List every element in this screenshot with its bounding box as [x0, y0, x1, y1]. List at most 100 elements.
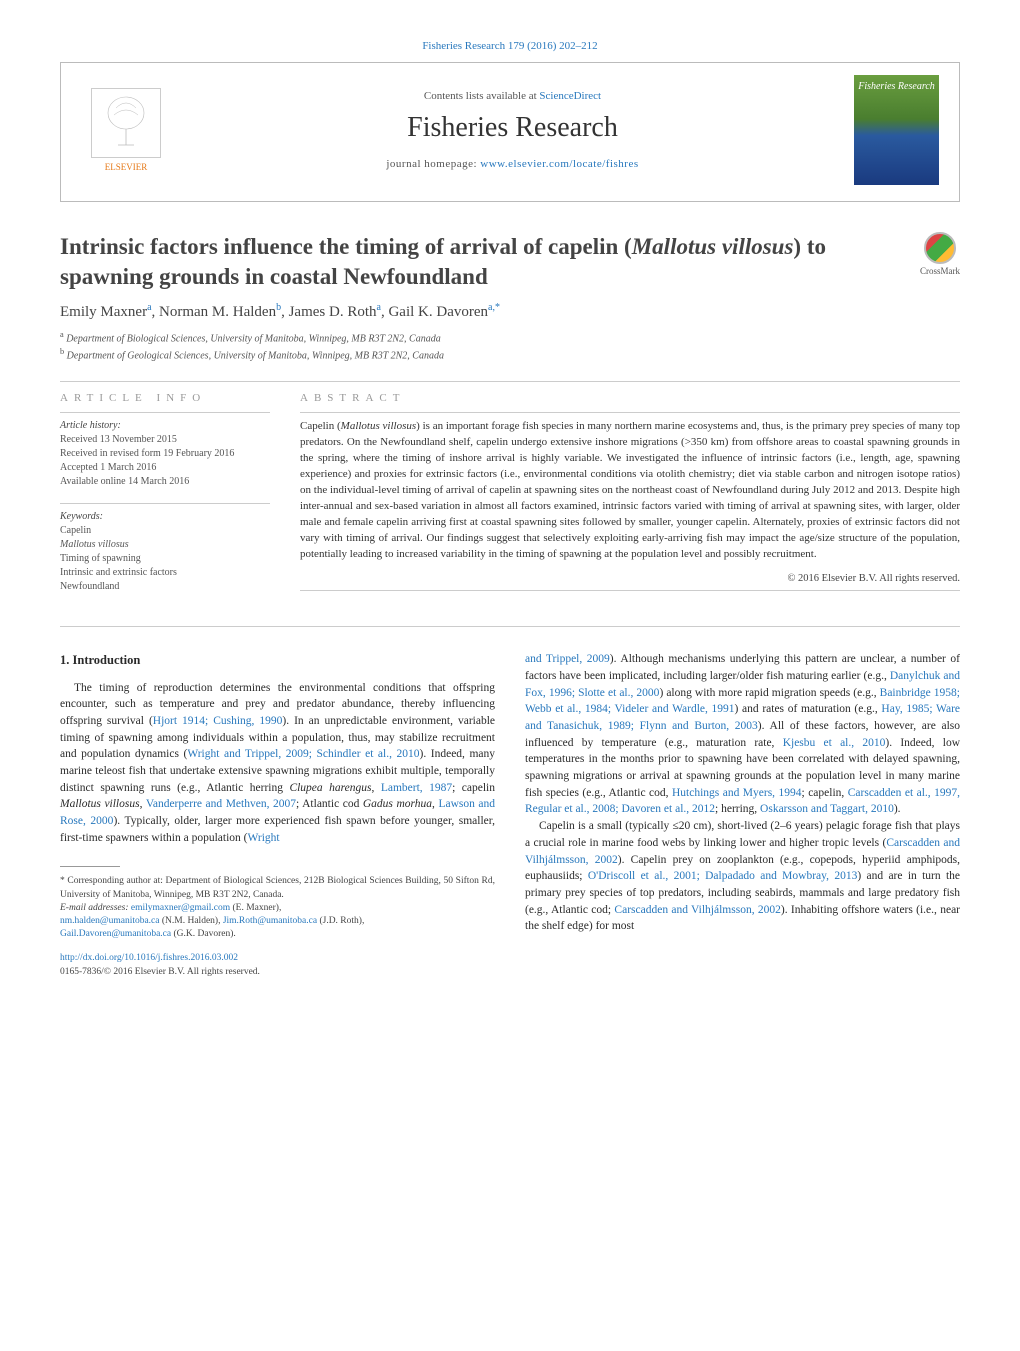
ref-link-hjort[interactable]: Hjort 1914; Cushing, 1990: [153, 715, 283, 727]
crossmark-label: CrossMark: [920, 266, 960, 276]
abstract-column: ABSTRACT Capelin (Mallotus villosus) is …: [300, 392, 960, 608]
keyword-4: Newfoundland: [60, 580, 270, 594]
intro-para-1-cont: and Trippel, 2009). Although mechanisms …: [525, 651, 960, 818]
c2-t8: ).: [894, 803, 901, 815]
keyword-1: Mallotus villosus: [60, 538, 270, 552]
section-1-heading: 1. Introduction: [60, 651, 495, 669]
journal-cover-image: Fisheries Research: [854, 75, 939, 185]
s1-i1: Clupea harengus: [289, 782, 371, 794]
body-column-right: and Trippel, 2009). Although mechanisms …: [525, 651, 960, 979]
ref-link-hutchings[interactable]: Hutchings and Myers, 1994: [672, 787, 802, 799]
author-4[interactable]: Gail K. Davorena,*: [388, 304, 500, 320]
homepage-pre: journal homepage:: [386, 158, 480, 170]
s1-t5: ; capelin: [452, 782, 495, 794]
keyword-3: Intrinsic and extrinsic factors: [60, 566, 270, 580]
title-pre: Intrinsic factors influence the timing o…: [60, 234, 632, 259]
c2-t3: ) and rates of maturation (e.g.,: [735, 703, 882, 715]
author-2[interactable]: Norman M. Haldenb: [159, 304, 281, 320]
keyword-2: Timing of spawning: [60, 552, 270, 566]
history-1: Received in revised form 19 February 201…: [60, 447, 270, 461]
article-info-column: ARTICLE INFO Article history: Received 1…: [60, 392, 270, 608]
title-species: Mallotus villosus: [632, 234, 794, 259]
abstract-heading: ABSTRACT: [300, 392, 960, 404]
email-head: E-mail addresses:: [60, 903, 131, 913]
ref-link-carscadden3[interactable]: Carscadden and Vilhjálmsson, 2002: [614, 904, 780, 916]
email-2[interactable]: nm.halden@umanitoba.ca: [60, 916, 160, 926]
aff-a-sup: a: [60, 330, 64, 339]
elsevier-tree-icon: [91, 88, 161, 158]
email-3[interactable]: Jim.Roth@umanitoba.ca: [223, 916, 317, 926]
affiliation-b: b Department of Geological Sciences, Uni…: [60, 346, 960, 363]
author-1[interactable]: Emily Maxnera: [60, 304, 152, 320]
c2-t7: ; herring,: [715, 803, 760, 815]
doi-block: http://dx.doi.org/10.1016/j.fishres.2016…: [60, 952, 495, 980]
author-3[interactable]: James D. Rotha: [289, 304, 381, 320]
ref-link-vanderperre[interactable]: Vanderperre and Methven, 2007: [146, 798, 296, 810]
s1-i2: Mallotus villosus: [60, 798, 140, 810]
s1-i3: Gadus morhua: [363, 798, 432, 810]
affiliations: a Department of Biological Sciences, Uni…: [60, 329, 960, 364]
info-divider: [60, 412, 270, 413]
ref-link-wright[interactable]: Wright and Trippel, 2009; Schindler et a…: [187, 748, 419, 760]
author-3-name: James D. Roth: [289, 304, 377, 320]
journal-title: Fisheries Research: [171, 112, 854, 144]
sciencedirect-link[interactable]: ScienceDirect: [539, 90, 601, 102]
intro-para-1: The timing of reproduction determines th…: [60, 680, 495, 847]
email-1-who: (E. Maxner),: [230, 903, 281, 913]
history-head: Article history:: [60, 419, 270, 433]
ref-link-oskarsson[interactable]: Oskarsson and Taggart, 2010: [760, 803, 894, 815]
ref-link-odriscoll[interactable]: O'Driscoll et al., 2001; Dalpadado and M…: [588, 870, 858, 882]
authors-line: Emily Maxnera, Norman M. Haldenb, James …: [60, 302, 960, 321]
elsevier-label: ELSEVIER: [105, 162, 148, 172]
email-line: E-mail addresses: emilymaxner@gmail.com …: [60, 902, 495, 942]
history-3: Available online 14 March 2016: [60, 475, 270, 489]
footnotes: * Corresponding author at: Department of…: [60, 875, 495, 941]
homepage-link[interactable]: www.elsevier.com/locate/fishres: [480, 158, 638, 170]
history-block: Article history: Received 13 November 20…: [60, 419, 270, 489]
c2-t6: ; capelin,: [802, 787, 848, 799]
doi-link[interactable]: http://dx.doi.org/10.1016/j.fishres.2016…: [60, 953, 238, 963]
article-title: Intrinsic factors influence the timing o…: [60, 232, 920, 292]
header-center: Contents lists available at ScienceDirec…: [171, 90, 854, 170]
email-4-who: (G.K. Davoren).: [171, 929, 236, 939]
keyword-0: Capelin: [60, 524, 270, 538]
crossmark-badge[interactable]: CrossMark: [920, 232, 960, 276]
aff-a-text: Department of Biological Sciences, Unive…: [66, 333, 441, 344]
contents-line: Contents lists available at ScienceDirec…: [171, 90, 854, 102]
ref-link-kjesbu[interactable]: Kjesbu et al., 2010: [783, 737, 886, 749]
email-3-who: (J.D. Roth),: [317, 916, 364, 926]
homepage-line: journal homepage: www.elsevier.com/locat…: [171, 158, 854, 170]
abstract-copyright: © 2016 Elsevier B.V. All rights reserved…: [300, 573, 960, 584]
info-heading: ARTICLE INFO: [60, 392, 270, 404]
elsevier-logo: ELSEVIER: [81, 80, 171, 180]
author-1-sup: a: [147, 302, 151, 313]
abs-italic: Mallotus villosus: [341, 420, 417, 432]
crossmark-icon: [924, 232, 956, 264]
footnote-separator: [60, 866, 120, 867]
header-top-link[interactable]: Fisheries Research 179 (2016) 202–212: [60, 40, 960, 52]
info-divider-2: [60, 503, 270, 504]
email-1[interactable]: emilymaxner@gmail.com: [131, 903, 230, 913]
ref-link-wright2[interactable]: Wright: [247, 832, 279, 844]
ref-link-trippel[interactable]: and Trippel, 2009: [525, 653, 610, 665]
author-4-sup: a,*: [488, 302, 500, 313]
issn-line: 0165-7836/© 2016 Elsevier B.V. All right…: [60, 967, 260, 977]
s1-t7: ; Atlantic cod: [296, 798, 363, 810]
s1-t4: ,: [372, 782, 381, 794]
contents-pre: Contents lists available at: [424, 90, 539, 102]
history-0: Received 13 November 2015: [60, 433, 270, 447]
abstract-text: Capelin (Mallotus villosus) is an import…: [300, 419, 960, 562]
aff-b-text: Department of Geological Sciences, Unive…: [67, 350, 444, 361]
email-4[interactable]: Gail.Davoren@umanitoba.ca: [60, 929, 171, 939]
abs-post: ) is an important forage fish species in…: [300, 420, 960, 560]
author-3-sup: a: [377, 302, 381, 313]
abs-pre: Capelin (: [300, 420, 341, 432]
email-2-who: (N.M. Halden),: [160, 916, 223, 926]
history-2: Accepted 1 March 2016: [60, 461, 270, 475]
affiliation-a: a Department of Biological Sciences, Uni…: [60, 329, 960, 346]
c2-t2: ) along with more rapid migration speeds…: [659, 687, 879, 699]
keywords-head: Keywords:: [60, 510, 270, 524]
ref-link-lambert[interactable]: Lambert, 1987: [381, 782, 452, 794]
author-2-sup: b: [276, 302, 281, 313]
corresponding-author: * Corresponding author at: Department of…: [60, 875, 495, 902]
